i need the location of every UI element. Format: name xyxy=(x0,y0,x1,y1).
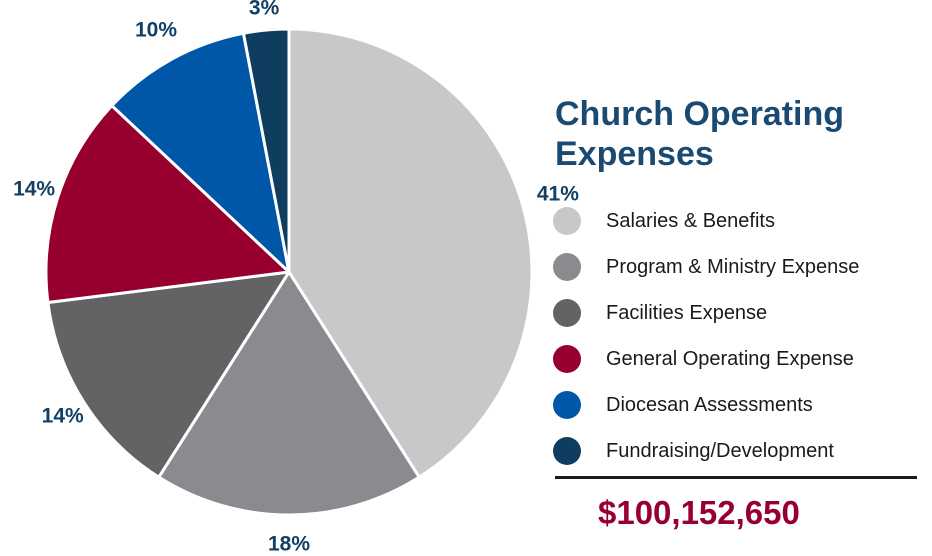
total-amount: $100,152,650 xyxy=(598,494,800,531)
legend-item: General Operating Expense xyxy=(553,336,928,382)
pie-slice-2 xyxy=(157,270,421,517)
chart-title: Church Operating Expenses xyxy=(555,95,845,173)
legend-item: Salaries & Benefits xyxy=(553,198,928,244)
legend-label: Fundraising/Development xyxy=(606,439,834,462)
data-label-4: 14% xyxy=(13,177,56,201)
legend-swatch-circle-icon xyxy=(553,345,581,373)
data-label-6: 3% xyxy=(248,0,280,20)
data-label-5: 10% xyxy=(134,18,178,42)
data-label-1: 41% xyxy=(536,182,579,206)
legend-label: Program & Ministry Expense xyxy=(606,255,860,278)
legend-label: Diocesan Assessments xyxy=(606,393,813,416)
legend-swatch-circle-icon xyxy=(553,391,581,419)
pie-slice-4 xyxy=(44,104,291,304)
legend-label: Salaries & Benefits xyxy=(606,209,775,232)
legend-item: Facilities Expense xyxy=(553,290,928,336)
data-label-3: 14% xyxy=(41,404,84,428)
legend-swatch-circle-icon xyxy=(553,299,581,327)
legend-item: Fundraising/Development xyxy=(553,428,928,474)
legend-item: Diocesan Assessments xyxy=(553,382,928,428)
legend: Salaries & Benefits Program & Ministry Ex… xyxy=(553,198,928,474)
total-divider xyxy=(555,476,917,479)
pie-slice-3 xyxy=(46,270,291,479)
legend-label: Facilities Expense xyxy=(606,301,768,324)
legend-swatch-circle-icon xyxy=(553,437,581,465)
pie-slice-6 xyxy=(241,27,291,274)
legend-swatch-circle-icon xyxy=(553,207,581,235)
legend-item: Program & Ministry Expense xyxy=(553,244,928,290)
pie-chart xyxy=(44,27,534,517)
pie-slice-5 xyxy=(110,31,291,274)
legend-swatch-circle-icon xyxy=(553,253,581,281)
legend-label: General Operating Expense xyxy=(606,347,854,370)
data-label-2: 18% xyxy=(267,532,311,556)
